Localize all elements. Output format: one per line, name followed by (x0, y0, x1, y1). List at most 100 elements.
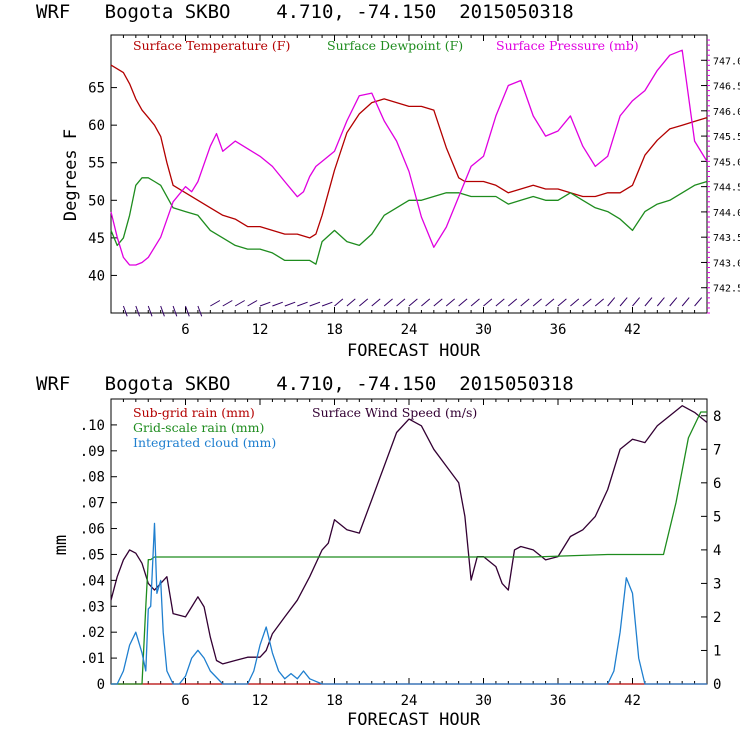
chart-title: WRF Bogota SKBO 4.710, -74.150 201505031… (36, 1, 574, 23)
wind-barb (445, 298, 456, 307)
series-line (110, 405, 708, 665)
x-axis-label: FORECAST HOUR (347, 710, 481, 730)
y2-tick-label: 746.0 (713, 107, 740, 118)
series-line (110, 177, 708, 265)
wind-barb (222, 300, 233, 307)
x-tick-label: 24 (401, 693, 418, 709)
x-tick-label: 18 (326, 322, 343, 338)
y-tick-label: .02 (80, 625, 105, 641)
wind-barb (197, 305, 203, 317)
y2-tick-label: 743.5 (713, 233, 740, 244)
legend-pressure: Surface Pressure (mb) (496, 38, 639, 53)
y2-tick-label: 5 (713, 509, 721, 525)
wind-barb (433, 298, 443, 307)
wind-barb (545, 298, 555, 307)
wind-barb (582, 298, 592, 307)
legend: Surface Temperature (F) Surface Dewpoint… (133, 38, 639, 53)
x-tick-label: 30 (475, 693, 492, 709)
y2-tick-label: 1 (713, 643, 721, 659)
series-line (110, 64, 708, 239)
wind-barb (122, 305, 128, 317)
wind-barb (570, 298, 580, 307)
y2-tick-label: 747.0 (713, 56, 740, 67)
wind-barb (284, 301, 296, 307)
y2-tick-label: 746.5 (713, 82, 740, 93)
x-tick-label: 24 (401, 322, 418, 338)
wind-barb (359, 298, 369, 307)
wind-barb (210, 300, 221, 307)
y2-tick-label: 743.0 (713, 258, 740, 269)
wind-barb (669, 297, 678, 307)
y-tick-label: 45 (88, 231, 105, 247)
wind-barb (656, 297, 665, 307)
y2-tick-label: 744.0 (713, 208, 740, 219)
wind-barb (334, 298, 344, 307)
y-tick-label: .09 (80, 444, 105, 460)
wind-barb (470, 298, 480, 307)
series-line (110, 49, 708, 266)
y-tick-label: .03 (80, 599, 105, 615)
legend-integrated-cloud: Integrated cloud (mm) (133, 435, 276, 450)
y2-tick-label: 2 (713, 610, 721, 626)
y2-tick-label: 742.5 (713, 284, 740, 295)
x-tick-label: 6 (181, 693, 189, 709)
y-tick-label: .08 (80, 470, 105, 486)
y-tick-label: .07 (80, 496, 105, 512)
y-axis-label: mm (51, 535, 71, 555)
wind-barb (135, 305, 141, 317)
wind-barb (172, 305, 178, 317)
y-tick-label: .01 (80, 651, 105, 667)
wind-barb (557, 298, 567, 307)
wind-barb (297, 301, 308, 307)
legend-dewpoint: Surface Dewpoint (F) (327, 38, 463, 53)
x-tick-label: 12 (252, 693, 269, 709)
wind-barb (458, 298, 468, 307)
wind-barb (632, 297, 640, 307)
wind-barb (532, 298, 542, 307)
y-tick-label: 65 (88, 81, 105, 97)
y-tick-label: .05 (80, 547, 105, 563)
wind-barb (234, 300, 245, 307)
legend-wind-speed: Surface Wind Speed (m/s) (312, 405, 477, 420)
wind-barb (644, 297, 653, 307)
y-tick-label: .04 (80, 573, 105, 589)
wind-barb (259, 301, 271, 307)
wind-barb (594, 298, 605, 307)
x-tick-label: 36 (550, 693, 567, 709)
x-tick-label: 36 (550, 322, 567, 338)
y2-tick-label: 745.0 (713, 157, 740, 168)
x-tick-label: 18 (326, 693, 343, 709)
y-tick-label: .10 (80, 418, 105, 434)
wind-barb (619, 297, 628, 307)
wind-barb (421, 298, 431, 307)
y2-tick-label: 744.5 (713, 183, 740, 194)
wind-barb (396, 298, 406, 307)
wind-barb (520, 298, 530, 307)
wind-barb (508, 298, 518, 307)
wind-barb (694, 297, 703, 307)
temperature-chart: WRF Bogota SKBO 4.710, -74.150 201505031… (36, 1, 740, 361)
wind-barb (681, 297, 690, 307)
wind-barb (160, 305, 165, 317)
legend: Sub-grid rain (mm) Surface Wind Speed (m… (133, 405, 477, 450)
wind-barb (495, 298, 505, 307)
wind-barb (483, 298, 493, 307)
wind-barb (309, 301, 321, 307)
wind-barb (147, 305, 153, 317)
chart-title: WRF Bogota SKBO 4.710, -74.150 201505031… (36, 373, 574, 395)
wind-barb (321, 301, 333, 307)
wind-barb (408, 298, 418, 307)
legend-temperature: Surface Temperature (F) (133, 38, 290, 53)
x-tick-label: 30 (475, 322, 492, 338)
series-line (111, 522, 707, 685)
y2-tick-label: 6 (713, 476, 721, 492)
wind-barb (185, 305, 190, 317)
y2-tick-label: 7 (713, 442, 721, 458)
y-axis-label: Degrees F (61, 129, 81, 221)
wind-barb (371, 298, 381, 307)
y-tick-label: 50 (88, 193, 105, 209)
y-tick-label: 60 (88, 118, 105, 134)
y-tick-label: 0 (97, 677, 105, 693)
y-tick-label: .06 (80, 522, 105, 538)
